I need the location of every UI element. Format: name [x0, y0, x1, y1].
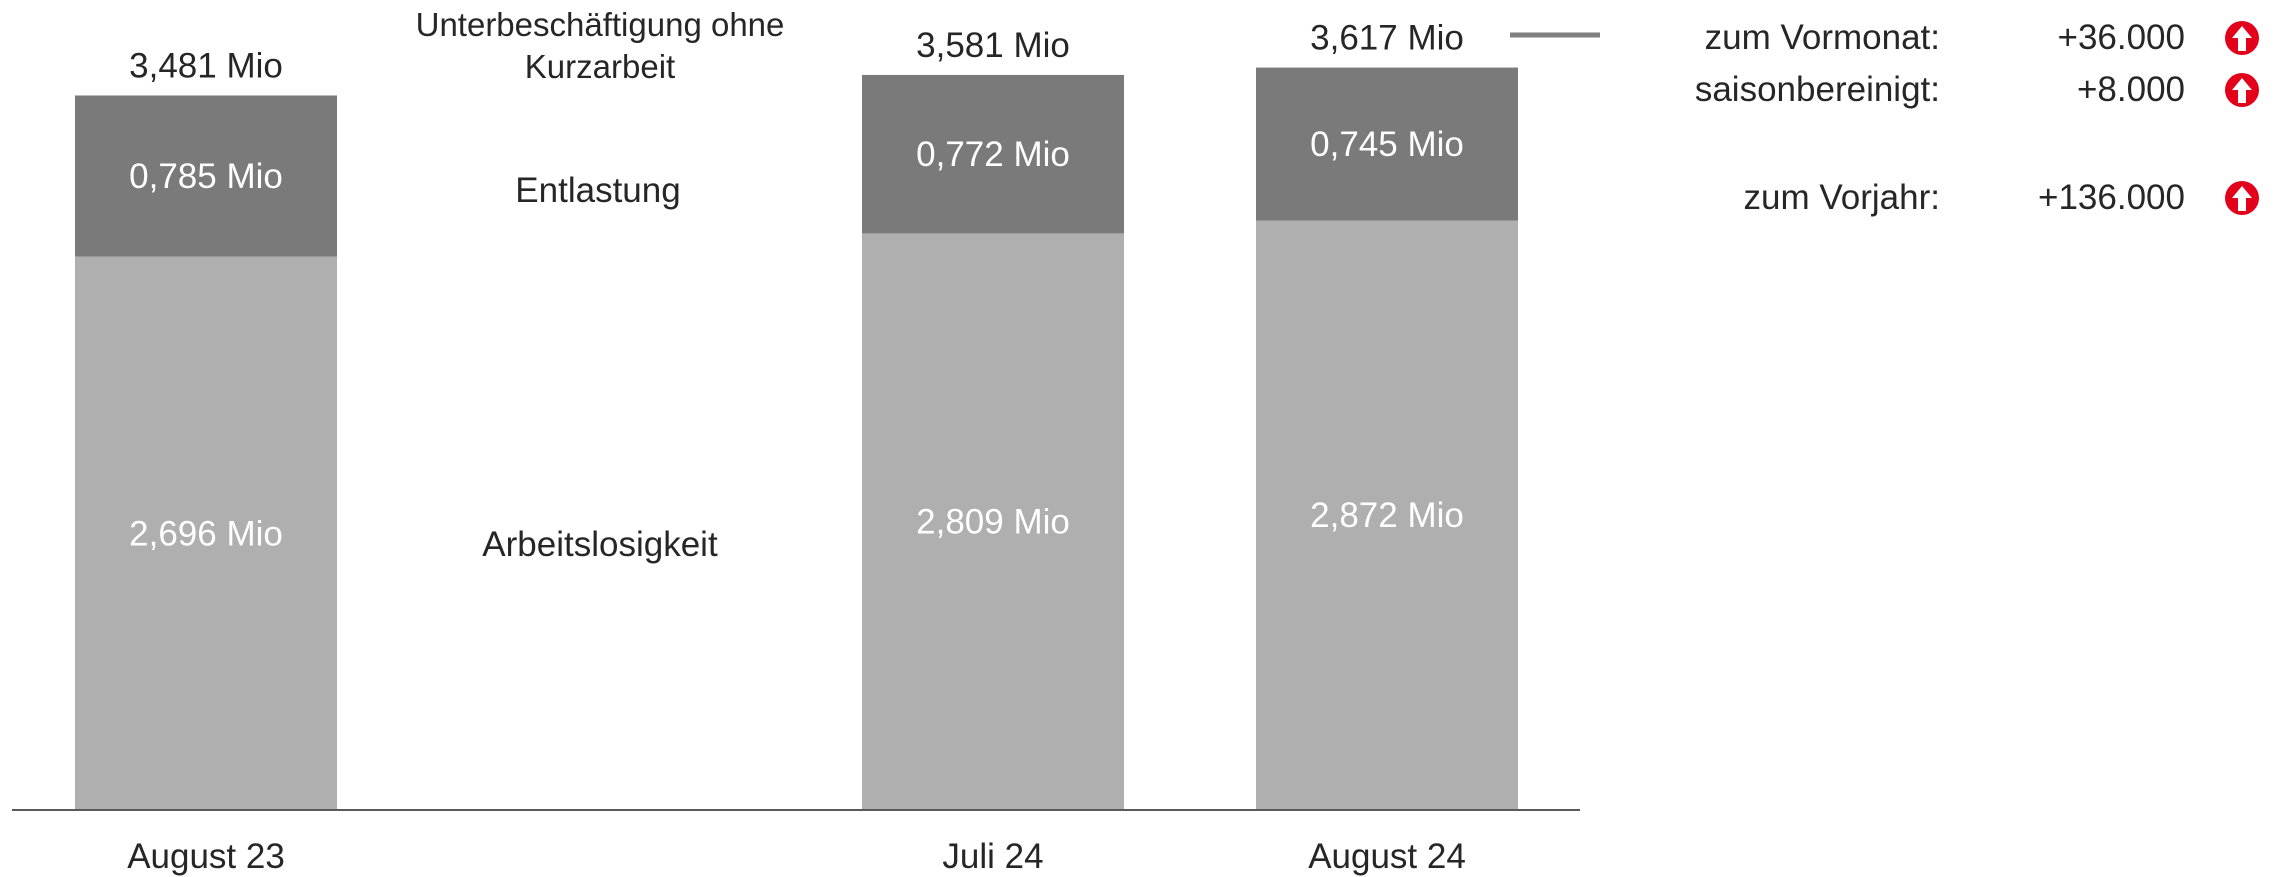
total-label: 3,617 Mio — [1310, 19, 1464, 58]
data-label: 0,745 Mio — [1310, 125, 1464, 164]
summary-value: +8.000 — [2076, 70, 2185, 109]
total-label: 3,481 Mio — [129, 46, 283, 85]
up-arrow-icon — [2225, 181, 2259, 215]
category-label: August 24 — [1308, 837, 1466, 876]
bar-segment-entlastung — [75, 95, 337, 257]
data-label: 2,696 Mio — [129, 514, 283, 553]
category-label: Juli 24 — [942, 837, 1043, 876]
legend-series-label-entlastung: Entlastung — [515, 171, 680, 210]
bar-segment-arbeitslosigkeit — [75, 256, 337, 810]
bar-segment-entlastung — [862, 74, 1124, 234]
up-arrow-icon — [2225, 73, 2259, 107]
stacked-bar-chart: 2,696 Mio 0,785 Mio 3,481 Mio 2,809 Mio 0,77… — [12, 6, 1600, 876]
up-arrow-icon — [2225, 21, 2259, 55]
data-label: 0,772 Mio — [916, 135, 1070, 174]
legend-total-series-label: Unterbeschäftigung ohne Kurzarbeit — [416, 6, 785, 85]
summary-label: zum Vorjahr: — [1743, 178, 1940, 217]
bar-segment-arbeitslosigkeit — [862, 233, 1124, 811]
bar-segment-entlastung — [1256, 67, 1518, 221]
data-label: 2,809 Mio — [916, 503, 1070, 542]
summary-row-vorjahr: zum Vorjahr: +136.000 — [1640, 178, 2280, 228]
summary-label: saisonbereinigt: — [1694, 70, 1940, 109]
total-label: 3,581 Mio — [916, 26, 1070, 65]
bar-segment-arbeitslosigkeit — [1256, 220, 1518, 811]
data-label: 2,872 Mio — [1310, 496, 1464, 535]
data-label: 0,785 Mio — [129, 157, 283, 196]
summary-value: +136.000 — [2038, 178, 2185, 217]
summary-row-saisonbereinigt: saisonbereinigt: +8.000 — [1640, 70, 2280, 120]
category-label: August 23 — [127, 837, 285, 876]
legend-series-label-arbeitslosigkeit: Arbeitslosigkeit — [482, 525, 718, 564]
summary-label: zum Vormonat: — [1704, 18, 1940, 57]
summary-value: +36.000 — [2057, 18, 2186, 57]
summary-row-vormonat: zum Vormonat: +36.000 — [1640, 18, 2280, 68]
